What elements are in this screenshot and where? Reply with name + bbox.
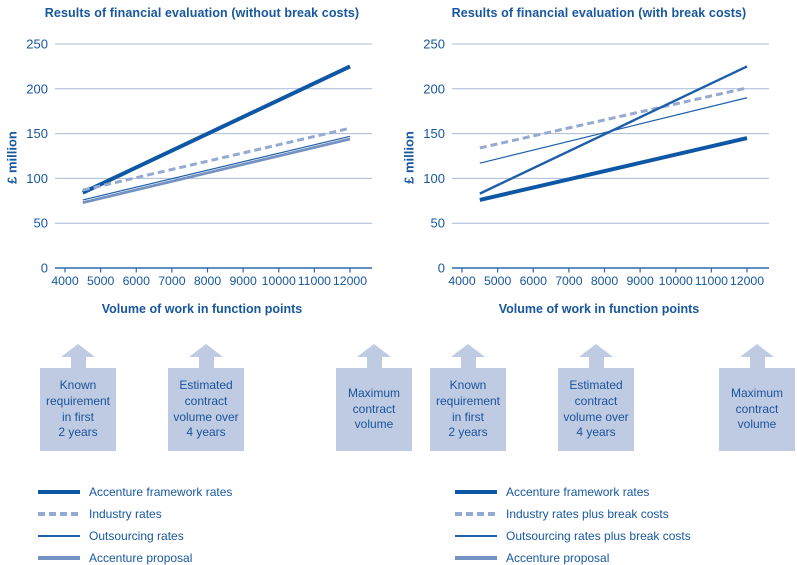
- svg-text:10000: 10000: [659, 274, 693, 288]
- annotation-estimated-volume: Estimated contract volume over 4 years: [558, 344, 634, 451]
- annotation-estimated-volume: Estimated contract volume over 4 years: [168, 344, 244, 451]
- legend-item: Outsourcing rates plus break costs: [455, 525, 797, 547]
- up-arrow-stem: [366, 357, 382, 368]
- chart-panel-without-break-costs: Results of financial evaluation (without…: [0, 0, 397, 335]
- annotation-box-label: Maximum contract volume: [719, 368, 795, 451]
- up-arrow-stem: [70, 357, 86, 368]
- annotation-known-requirement: Known requirement in first 2 years: [430, 344, 506, 451]
- chart-title: Results of financial evaluation (without…: [44, 6, 360, 20]
- up-arrow-icon: [61, 344, 95, 357]
- svg-text:200: 200: [423, 81, 445, 96]
- legend-item: Outsourcing rates: [38, 525, 398, 547]
- legend-label: Accenture framework rates: [506, 485, 650, 499]
- up-arrow-stem: [588, 357, 604, 368]
- annotation-maximum-volume: Maximum contract volume: [719, 344, 795, 451]
- up-arrow-icon: [189, 344, 223, 357]
- legend-line-swatch: [38, 535, 80, 537]
- svg-text:12000: 12000: [333, 274, 367, 288]
- legend-label: Accenture proposal: [506, 551, 610, 565]
- annotation-maximum-volume: Maximum contract volume: [336, 344, 412, 451]
- legend-label: Outsourcing rates: [89, 529, 184, 543]
- legend-line-swatch: [38, 512, 80, 516]
- svg-text:8000: 8000: [591, 274, 619, 288]
- line-chart-without-break-costs: 0 50 100 150 200 250 4000 5000 6000 7000 8000 9000 1…: [26, 37, 372, 288]
- svg-text:12000: 12000: [730, 274, 764, 288]
- svg-text:100: 100: [423, 171, 445, 186]
- legend-line-swatch: [38, 490, 80, 494]
- svg-text:5000: 5000: [87, 274, 115, 288]
- line-chart-with-break-costs: 0 50 100 150 200 250 4000 5000 6000 7000 8000 9000 1…: [423, 37, 769, 288]
- legend-line-swatch: [455, 490, 497, 494]
- svg-text:150: 150: [26, 126, 48, 141]
- chart-title: Results of financial evaluation (with br…: [451, 6, 747, 20]
- legend-item: Accenture framework rates: [38, 481, 398, 503]
- up-arrow-icon: [357, 344, 391, 357]
- svg-text:0: 0: [438, 261, 445, 276]
- up-arrow-stem: [460, 357, 476, 368]
- svg-text:5000: 5000: [484, 274, 512, 288]
- annotation-box-label: Estimated contract volume over 4 years: [558, 368, 634, 451]
- legend-line-swatch: [38, 556, 80, 560]
- legend-label: Industry rates plus break costs: [506, 507, 669, 521]
- svg-text:9000: 9000: [626, 274, 654, 288]
- svg-text:6000: 6000: [520, 274, 548, 288]
- svg-text:10000: 10000: [262, 274, 296, 288]
- annotation-box-label: Known requirement in first 2 years: [40, 368, 116, 451]
- legend-label: Outsourcing rates plus break costs: [506, 529, 691, 543]
- legend-line-swatch: [455, 556, 497, 560]
- annotation-box-label: Maximum contract volume: [336, 368, 412, 451]
- legend-label: Accenture framework rates: [89, 485, 233, 499]
- svg-text:8000: 8000: [194, 274, 222, 288]
- up-arrow-stem: [749, 357, 765, 368]
- svg-text:9000: 9000: [229, 274, 257, 288]
- chart-panel-with-break-costs: Results of financial evaluation (with br…: [397, 0, 794, 335]
- svg-text:7000: 7000: [158, 274, 186, 288]
- svg-text:4000: 4000: [51, 274, 79, 288]
- svg-text:50: 50: [431, 216, 445, 231]
- svg-text:4000: 4000: [448, 274, 476, 288]
- legend-item: Industry rates plus break costs: [455, 503, 797, 525]
- x-axis-label: Volume of work in function points: [101, 302, 303, 316]
- legend-item: Accenture proposal: [455, 547, 797, 565]
- annotation-box-label: Estimated contract volume over 4 years: [168, 368, 244, 451]
- svg-text:150: 150: [423, 126, 445, 141]
- svg-text:250: 250: [26, 37, 48, 52]
- up-arrow-stem: [198, 357, 214, 368]
- legend-item: Accenture proposal: [38, 547, 398, 565]
- legend-label: Industry rates: [89, 507, 162, 521]
- x-axis-label: Volume of work in function points: [498, 302, 700, 316]
- legend-line-swatch: [455, 535, 497, 537]
- legend-line-swatch: [455, 512, 497, 516]
- legend-without-break-costs: Accenture framework rates Industry rates…: [38, 481, 398, 565]
- legend-item: Accenture framework rates: [455, 481, 797, 503]
- up-arrow-icon: [740, 344, 774, 357]
- legend-label: Accenture proposal: [89, 551, 193, 565]
- up-arrow-icon: [451, 344, 485, 357]
- svg-text:100: 100: [26, 171, 48, 186]
- svg-text:0: 0: [41, 261, 48, 276]
- svg-text:6000: 6000: [123, 274, 151, 288]
- legend-with-break-costs: Accenture framework rates Industry rates…: [455, 481, 797, 565]
- legend-item: Industry rates: [38, 503, 398, 525]
- svg-text:11000: 11000: [298, 274, 331, 288]
- annotation-box-label: Known requirement in first 2 years: [430, 368, 506, 451]
- svg-text:11000: 11000: [695, 274, 728, 288]
- annotation-known-requirement: Known requirement in first 2 years: [40, 344, 116, 451]
- svg-text:250: 250: [423, 37, 445, 52]
- svg-text:50: 50: [34, 216, 48, 231]
- svg-text:7000: 7000: [555, 274, 583, 288]
- up-arrow-icon: [579, 344, 613, 357]
- svg-text:200: 200: [26, 81, 48, 96]
